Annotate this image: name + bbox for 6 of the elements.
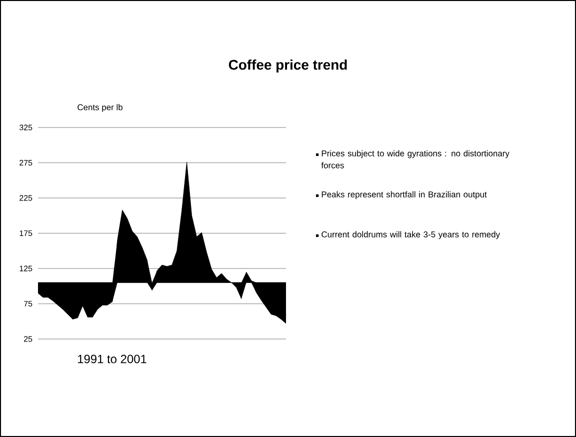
x-axis-title: 1991 to 2001 (78, 354, 146, 364)
chart-title: Coffee price trend (228, 59, 347, 72)
text: Peaks represent shortfall in Brazilian output (322, 191, 487, 200)
y-axis-title: Cents per lb (78, 104, 122, 112)
text: Current doldrums will take 3-5 years to remedy (322, 231, 500, 240)
text: Prices subject to wide gyrations : no distortionary forces (321, 150, 510, 168)
